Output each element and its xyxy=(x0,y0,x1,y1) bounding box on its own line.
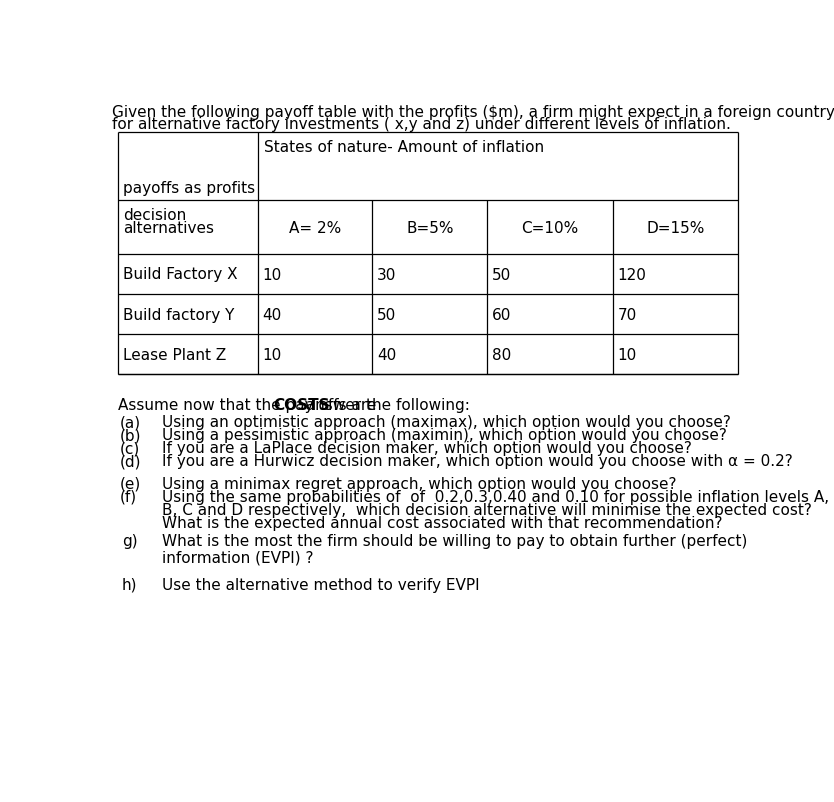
Text: 70: 70 xyxy=(617,307,636,322)
Text: Build factory Y: Build factory Y xyxy=(123,307,234,322)
Text: A= 2%: A= 2% xyxy=(289,221,341,235)
Text: Assume now that the pay offs are: Assume now that the pay offs are xyxy=(118,398,381,413)
Text: 10: 10 xyxy=(263,347,282,363)
Text: for alternative factory investments ( x,y and z) under different levels of infla: for alternative factory investments ( x,… xyxy=(112,117,731,132)
Text: B, C and D respectively,  which decision alternative will minimise the expected : B, C and D respectively, which decision … xyxy=(162,502,811,517)
Text: COSTS: COSTS xyxy=(273,398,329,413)
Text: payoffs as profits: payoffs as profits xyxy=(123,180,255,196)
Text: B=5%: B=5% xyxy=(406,221,454,235)
Text: (a): (a) xyxy=(120,415,141,430)
Text: 50: 50 xyxy=(377,307,396,322)
Text: Given the following payoff table with the profits ($m), a firm might expect in a: Given the following payoff table with th… xyxy=(112,105,834,119)
Text: 120: 120 xyxy=(617,267,646,282)
Text: Using a minimax regret approach, which option would you choose?: Using a minimax regret approach, which o… xyxy=(162,476,676,491)
Text: D=15%: D=15% xyxy=(646,221,705,235)
Text: 10: 10 xyxy=(263,267,282,282)
Text: (c): (c) xyxy=(120,441,140,456)
Text: What is the most the firm should be willing to pay to obtain further (perfect): What is the most the firm should be will… xyxy=(162,533,747,548)
Text: 50: 50 xyxy=(492,267,511,282)
Text: (d): (d) xyxy=(120,454,141,469)
Text: C=10%: C=10% xyxy=(521,221,579,235)
Text: Using an optimistic approach (maximax), which option would you choose?: Using an optimistic approach (maximax), … xyxy=(162,415,731,430)
Text: 40: 40 xyxy=(377,347,396,363)
Text: 30: 30 xyxy=(377,267,396,282)
Text: If you are a LaPlace decision maker, which option would you choose?: If you are a LaPlace decision maker, whi… xyxy=(162,441,691,456)
Text: Using a pessimistic approach (maximin), which option would you choose?: Using a pessimistic approach (maximin), … xyxy=(162,427,726,443)
Text: 10: 10 xyxy=(617,347,636,363)
Text: States of nature- Amount of inflation: States of nature- Amount of inflation xyxy=(264,140,544,155)
Text: 80: 80 xyxy=(492,347,511,363)
Text: answer the following:: answer the following: xyxy=(296,398,470,413)
Text: (f): (f) xyxy=(120,489,137,504)
Text: 40: 40 xyxy=(263,307,282,322)
Text: (b): (b) xyxy=(120,427,141,443)
Text: (e): (e) xyxy=(120,476,141,491)
Text: Lease Plant Z: Lease Plant Z xyxy=(123,347,226,363)
Text: h): h) xyxy=(122,577,138,592)
Text: alternatives: alternatives xyxy=(123,221,214,236)
Text: decision: decision xyxy=(123,208,186,223)
Text: If you are a Hurwicz decision maker, which option would you choose with α = 0.2?: If you are a Hurwicz decision maker, whi… xyxy=(162,454,792,469)
Text: Build Factory X: Build Factory X xyxy=(123,267,238,282)
Text: g): g) xyxy=(122,533,138,548)
Text: What is the expected annual cost associated with that recommendation?: What is the expected annual cost associa… xyxy=(162,516,722,530)
Text: Using the same probabilities of  of  0.2,0.3,0.40 and 0.10 for possible inflatio: Using the same probabilities of of 0.2,0… xyxy=(162,489,829,504)
Text: Use the alternative method to verify EVPI: Use the alternative method to verify EVP… xyxy=(162,577,480,592)
Text: information (EVPI) ?: information (EVPI) ? xyxy=(162,550,313,565)
Text: 60: 60 xyxy=(492,307,511,322)
